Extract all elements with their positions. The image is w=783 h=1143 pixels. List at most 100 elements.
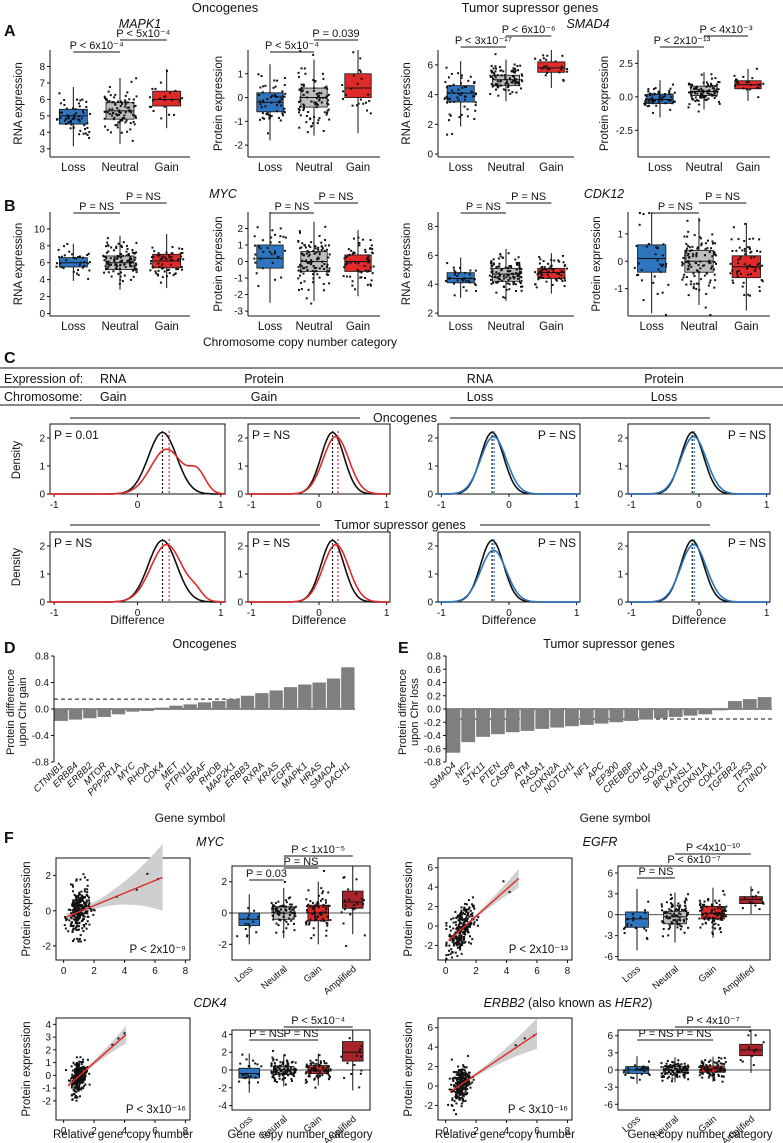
panel-e-bar-y-tick-label: 0.0 <box>427 705 441 716</box>
panel-c-row1-label: Expression of: <box>4 372 83 386</box>
panel-a-plot-4-point <box>645 95 648 98</box>
panel-f-box-egfr-point <box>679 919 682 922</box>
panel-f-box-cdk4-point <box>288 1069 291 1072</box>
panel-f-scatter-myc-point <box>78 922 81 925</box>
panel-b-plot-2-point <box>282 235 285 238</box>
panel-f-box-cdk4-point <box>247 1064 250 1067</box>
panel-a-plot-2-point <box>320 101 323 104</box>
panel-b-plot-1-point <box>103 259 106 262</box>
panel-e-bar-bar <box>668 709 683 717</box>
panel-a-plot-1-point <box>119 120 122 123</box>
panel-a-plot-1-point <box>112 101 115 104</box>
panel-b-plot-3-pvalue: P = NS <box>511 191 546 203</box>
panel-a-plot-2-point <box>270 101 273 104</box>
panel-f-box-cdk4-point <box>305 1063 308 1066</box>
panel-f-box-egfr-point <box>674 909 677 912</box>
panel-e-bar-y-tick-label: -0.8 <box>424 758 442 769</box>
panel-f-box-cdk4-point <box>245 1058 248 1061</box>
panel-b-plot-2-point <box>371 251 374 254</box>
panel-f-box-egfr-point <box>663 912 666 915</box>
panel-f-scatter-erbb2-point <box>471 1081 474 1084</box>
panel-b-plot-2-point <box>346 261 349 264</box>
panel-b-plot-4-point <box>744 222 747 225</box>
panel-f-box-egfr-point <box>687 926 690 929</box>
panel-a-plot-3-point <box>504 77 507 80</box>
panel-f-box-egfr-y-tick-label: -3 <box>604 931 613 942</box>
panel-a-plot-4-point <box>702 96 705 99</box>
panel-f-box-erbb2-point <box>724 1068 727 1071</box>
panel-f-scatter-egfr-point <box>456 929 459 932</box>
panel-b-plot-3-point <box>508 288 511 291</box>
panel-f-scatter-erbb2-point <box>455 1070 458 1073</box>
panel-b-plot-1-point <box>115 257 118 260</box>
panel-b-x-title: Chromosome copy number category <box>203 335 397 349</box>
panel-b-plot-3-point <box>456 275 459 278</box>
panel-a-plot-2-point <box>282 114 285 117</box>
panel-c-density-7-y-tick-label: 2 <box>617 542 623 553</box>
panel-f-scatter-myc-point <box>76 895 79 898</box>
panel-b-plot-2-point <box>300 246 303 249</box>
panel-a-plot-3-point <box>452 83 455 86</box>
panel-f-scatter-myc-point <box>82 923 85 926</box>
panel-f-box-myc-point <box>325 929 328 932</box>
panel-f-box-egfr-point <box>704 912 707 915</box>
panel-f-scatter-myc-point <box>85 911 88 914</box>
panel-b-plot-1-y-title: RNA expression <box>13 223 25 305</box>
panel-b-plot-2-point <box>357 262 360 265</box>
panel-f-box-erbb2-point <box>706 1066 709 1069</box>
panel-f-box-erbb2-point <box>674 1063 677 1066</box>
panel-b-plot-3-point <box>473 278 476 281</box>
panel-a-plot-3-point <box>494 53 497 56</box>
panel-f-scatter-cdk4-x-tick-label: 6 <box>152 1126 158 1137</box>
panel-f-box-myc-point <box>288 913 291 916</box>
panel-f-box-egfr-point <box>671 903 674 906</box>
panel-f-scatter-erbb2-point <box>466 1091 469 1094</box>
panel-a-plot-3-point <box>560 68 563 71</box>
panel-a-plot-2-point <box>369 112 372 115</box>
panel-a-plot-4-point <box>669 99 672 102</box>
panel-f-box-cdk4-point <box>283 1054 286 1057</box>
panel-b-plot-2-point <box>306 269 309 272</box>
panel-b-plot-2-point <box>311 273 314 276</box>
panel-f-box-myc-point <box>276 912 279 915</box>
panel-f-scatter-egfr-point <box>471 905 474 908</box>
panel-f-box-erbb2-point <box>667 1070 670 1073</box>
panel-a-plot-2-point <box>271 94 274 97</box>
panel-f-scatter-egfr-point <box>462 912 465 915</box>
panel-c-density-4-series-curve <box>50 543 225 603</box>
panel-f-box-cdk4-point <box>293 1075 296 1078</box>
panel-a-plot-2-point <box>302 94 305 97</box>
panel-f-box-myc-point <box>321 898 324 901</box>
panel-a-plot-2-point <box>303 104 306 107</box>
panel-b-plot-2-point <box>349 275 352 278</box>
panel-b-plot-3-point <box>519 282 522 285</box>
panel-a-plot-4-point <box>653 92 656 95</box>
panel-f-box-myc-point <box>246 934 249 937</box>
panel-b-plot-4-point <box>659 270 662 273</box>
panel-f-scatter-egfr-point <box>461 913 464 916</box>
panel-f-scatter-erbb2-point <box>460 1102 463 1105</box>
panel-f-scatter-myc-point <box>81 912 84 915</box>
panel-f-scatter-erbb2-point <box>462 1065 465 1068</box>
panel-b-plot-4-point <box>708 251 711 254</box>
panel-b-plot-4-y-title: Protein expression <box>591 216 603 311</box>
panel-a-plot-3-point <box>561 54 564 57</box>
panel-a-plot-2-point <box>342 97 345 100</box>
panel-f-scatter-myc-point <box>75 896 78 899</box>
panel-f-box-myc-point <box>291 912 294 915</box>
panel-e-x-title: Gene symbol <box>580 811 651 825</box>
panel-f-box-cdk4-point <box>314 1070 317 1073</box>
panel-f-box-egfr-point <box>646 938 649 941</box>
panel-b-plot-1-x-label: Loss <box>61 321 86 333</box>
panel-c-density-0-x-tick-label: -1 <box>50 500 59 511</box>
panel-f-box-myc-point <box>312 927 315 930</box>
panel-f-scatter-myc-point <box>77 928 80 931</box>
panel-f-scatter-cdk4-point <box>70 1077 73 1080</box>
panel-f-box-myc-point <box>293 929 296 932</box>
panel-f-box-erbb2-point <box>630 1076 633 1079</box>
panel-f-box-cdk4-y-tick-label: -2 <box>218 1083 227 1094</box>
panel-f-scatter-erbb2-point <box>454 1087 457 1090</box>
panel-a-plot-4-point <box>649 92 652 95</box>
panel-a-plot-1-point <box>124 121 127 124</box>
panel-a-plot-4-point <box>713 91 716 94</box>
